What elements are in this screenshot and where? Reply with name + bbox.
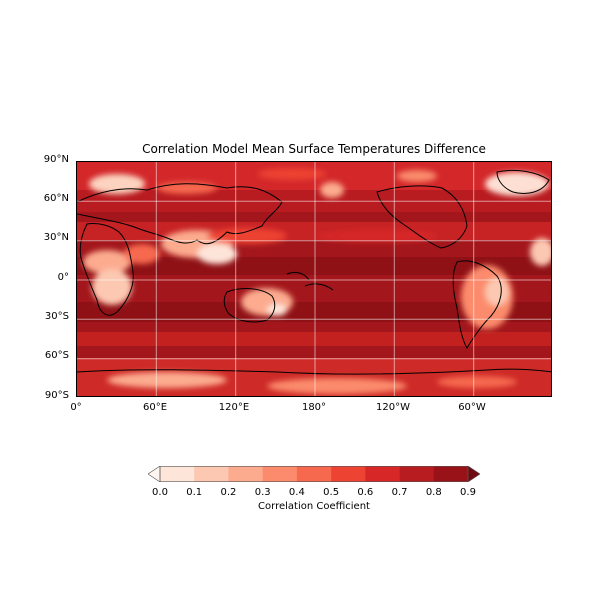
coastlines (77, 169, 551, 375)
correlation-field (77, 162, 551, 396)
colorbar-bin (331, 466, 366, 482)
lon-label-120w: 120°W (376, 402, 410, 413)
lon-label-60e: 60°E (142, 402, 168, 413)
colorbar-tick-label: 0.0 (152, 487, 168, 498)
lat-label-30s: 30°S (44, 311, 69, 322)
colorbar-tick-label: 0.1 (186, 487, 203, 498)
colorbar-extend-max (467, 466, 480, 482)
colorbar-bin (228, 466, 263, 482)
colorbar-bin (160, 466, 195, 482)
colorbar-bin (399, 466, 435, 482)
colorbar-tick-label: 0.5 (323, 487, 340, 498)
colorbar-bin (296, 466, 332, 482)
lat-label-60n: 60°N (43, 193, 69, 204)
lon-label-120e: 120°E (218, 402, 250, 413)
lat-label-30n: 30°N (43, 232, 69, 243)
lat-label-60s: 60°S (44, 350, 69, 361)
colorbar-bin (262, 466, 298, 482)
colorbar-bin (433, 466, 469, 482)
colorbar-tick-label: 0.4 (288, 487, 305, 498)
lat-label-0: 0° (57, 272, 69, 283)
lon-label-0: 0° (70, 402, 82, 413)
colorbar-tick-label: 0.7 (391, 487, 408, 498)
colorbar-tick-label: 0.2 (220, 487, 237, 498)
colorbar-tick-label: 0.8 (425, 487, 442, 498)
colorbar-bin (365, 466, 400, 482)
colorbar-tick-label: 0.3 (254, 487, 271, 498)
colorbar-tick-label: 0.9 (460, 487, 476, 498)
map-panel (76, 161, 552, 397)
colorbar-tick-label: 0.6 (357, 487, 374, 498)
chart-title: Correlation Model Mean Surface Temperatu… (142, 142, 486, 156)
colorbar-outline (159, 466, 469, 482)
colorbar (148, 466, 480, 482)
lon-label-60w: 60°W (458, 402, 486, 413)
lat-label-90n: 90°N (43, 154, 69, 165)
lon-label-180: 180° (301, 402, 327, 413)
colorbar-label: Correlation Coefficient (258, 501, 370, 512)
colorbar-bin (194, 466, 229, 482)
colorbar-extend-min (148, 466, 161, 482)
gridlines (77, 162, 551, 396)
lat-label-90s: 90°S (44, 390, 69, 401)
correlation-map (77, 162, 551, 396)
